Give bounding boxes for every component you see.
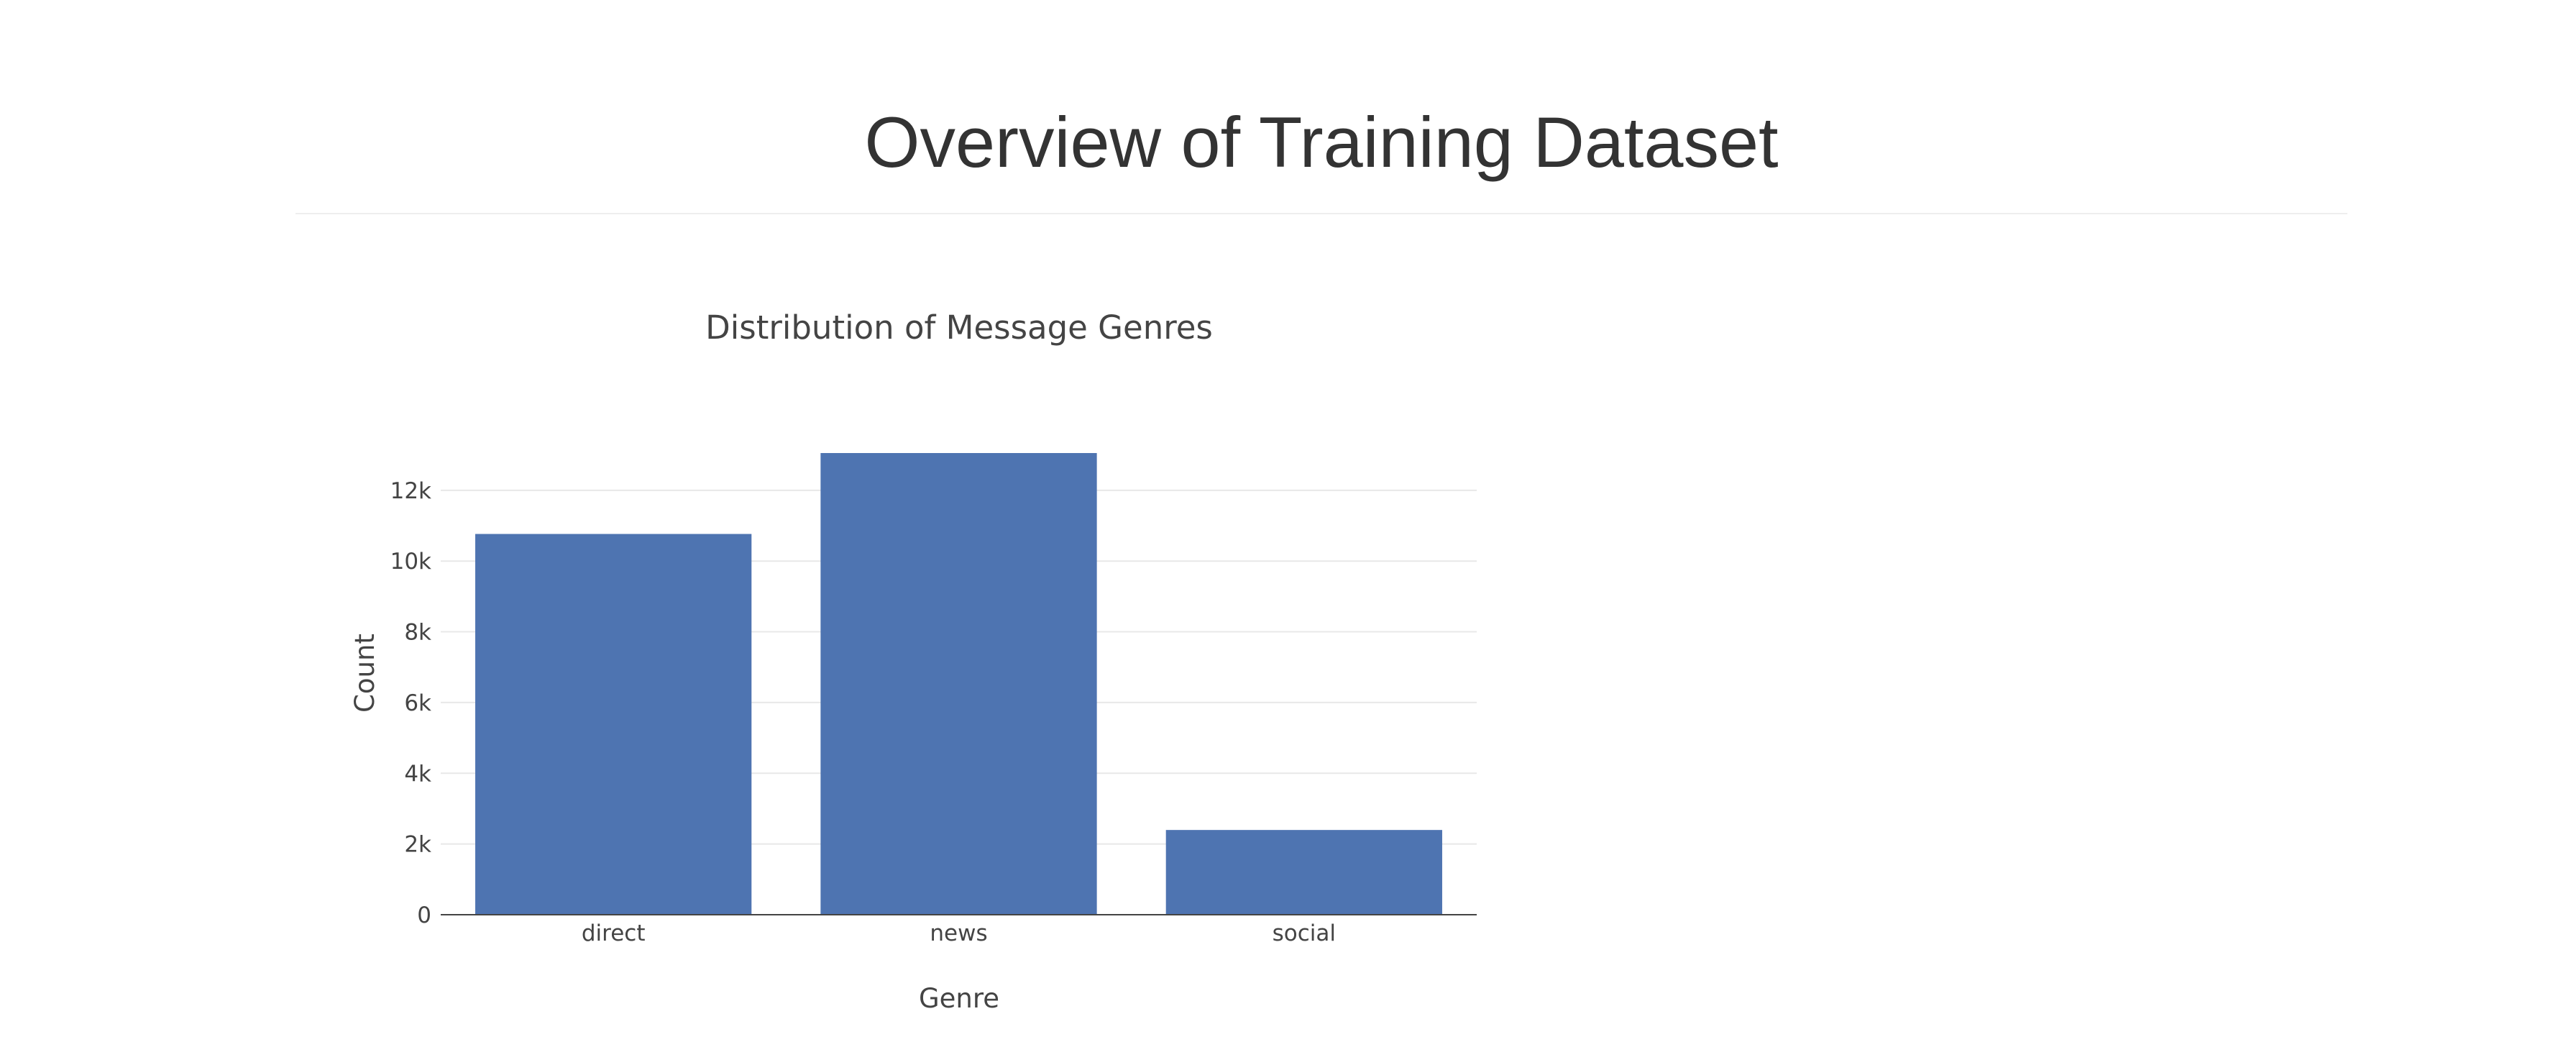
y-tick-label: 0 [417, 902, 431, 928]
y-tick-label: 4k [404, 761, 431, 787]
x-tick-label: news [930, 920, 987, 946]
chart-title: Distribution of Message Genres [705, 309, 1213, 347]
page-header: Overview of Training Dataset [295, 0, 2347, 214]
bar-social[interactable] [1165, 830, 1442, 915]
x-axis-title: Genre [919, 983, 999, 1014]
y-tick-label: 12k [390, 478, 431, 504]
page-title: Overview of Training Dataset [864, 102, 1779, 182]
y-axis-title: Count [349, 634, 380, 713]
y-tick-label: 6k [404, 690, 431, 716]
x-tick-label: social [1273, 920, 1336, 946]
y-tick-label: 10k [390, 549, 431, 575]
axis-layer: 0 2k 4k 6k 8k 10k 12k direct news social [390, 478, 1477, 946]
x-tick-label: direct [582, 920, 646, 946]
y-tick-label: 8k [404, 620, 431, 646]
bar-news[interactable] [820, 453, 1097, 915]
bar-layer [475, 453, 1442, 915]
y-tick-label: 2k [404, 832, 431, 858]
bar-direct[interactable] [475, 534, 752, 915]
